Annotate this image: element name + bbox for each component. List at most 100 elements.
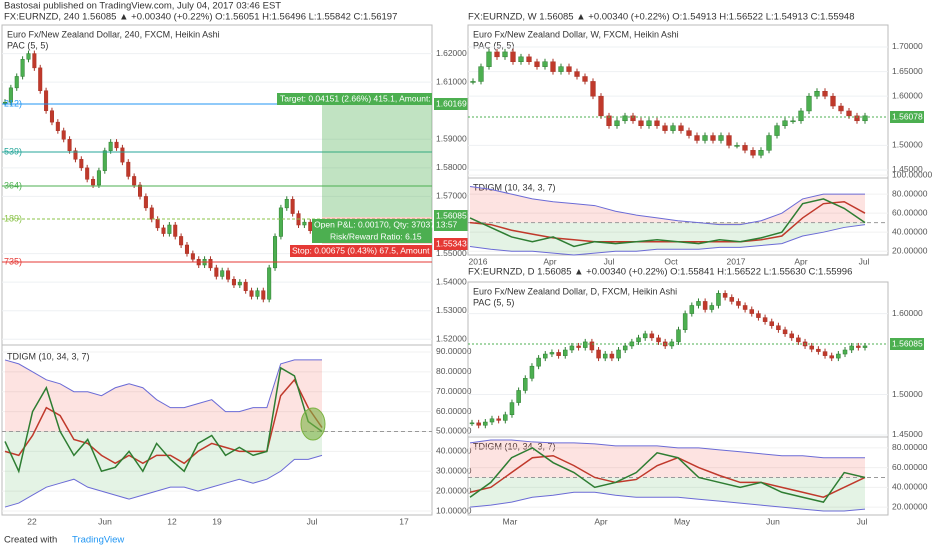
y-tick-label: 1.70000 (892, 41, 923, 51)
candle (662, 125, 668, 131)
candle (149, 207, 154, 220)
y-tick-label: 1.53000 (436, 305, 467, 315)
candle (838, 105, 844, 112)
x-tick-label: 17 (399, 516, 409, 526)
candle (536, 357, 541, 367)
target-tag (277, 93, 432, 105)
candle (702, 135, 708, 141)
candle (622, 345, 628, 351)
stop-text: Stop: 0.00675 (0.43%) 67.5, Amount (292, 245, 430, 255)
price-box-label: 13:57 (436, 219, 458, 229)
candle (476, 422, 481, 426)
x-tick-label: May (674, 516, 691, 526)
candle (496, 418, 501, 421)
candle (470, 81, 476, 83)
highlight-circle (300, 407, 326, 441)
legend-text: Euro Fx/New Zealand Dollar, W, FXCM, Hei… (473, 29, 679, 39)
upper-band-fill (470, 186, 865, 225)
candle (503, 414, 508, 421)
candle (829, 355, 834, 359)
candle (486, 51, 492, 67)
candle (726, 135, 732, 146)
candle (742, 305, 748, 310)
legend-text: PAC (5, 5) (473, 40, 514, 50)
candle (529, 365, 535, 379)
upper-band-fill (470, 439, 865, 478)
indicator-title: TDIGM (10, 34, 3, 7) (7, 351, 90, 361)
candle (769, 321, 774, 326)
candle (718, 135, 724, 141)
indicator-line (469, 446, 866, 504)
indicator-line (469, 491, 866, 512)
candle (526, 56, 532, 62)
x-tick-label: Oct (664, 256, 678, 266)
panel-frame (467, 24, 889, 256)
candle (822, 91, 828, 97)
candle (284, 199, 289, 209)
candle (20, 59, 25, 77)
fib-label: 212) (4, 98, 22, 108)
candle (710, 135, 716, 141)
price-box-label: 1.55343 (436, 238, 467, 248)
candle (854, 115, 860, 122)
candle (742, 145, 748, 151)
x-tick-label: 12 (167, 516, 177, 526)
fib-label: 364) (4, 180, 22, 190)
candle (766, 135, 772, 151)
legend-text: Euro Fx/New Zealand Dollar, D, FXCM, Hei… (473, 286, 677, 296)
y-tick-label: 20.00000 (892, 245, 928, 255)
candle (806, 95, 812, 112)
candle (686, 130, 692, 136)
indicator-title: TDIGM (10, 34, 3, 7) (473, 441, 556, 451)
candle (563, 349, 568, 356)
candle (729, 297, 735, 302)
indicator-line (4, 366, 323, 474)
indicator-line (469, 454, 866, 499)
candle (44, 90, 49, 111)
target-zone (322, 104, 432, 217)
candle (261, 290, 266, 300)
candle (842, 349, 848, 355)
indicator-line (469, 198, 866, 248)
indicator-line (4, 378, 323, 465)
candle (682, 313, 688, 331)
candle (596, 349, 601, 359)
candle (231, 279, 236, 286)
candle (830, 95, 836, 107)
candle (61, 130, 66, 140)
candle (762, 317, 768, 322)
y-tick-label: 80.00000 (892, 442, 928, 452)
candle (670, 125, 676, 131)
candle (638, 120, 644, 126)
ratio-text: Risk/Reward Ratio: 6.15 (330, 231, 422, 241)
y-tick-label: 1.60000 (892, 90, 923, 100)
footer-brand[interactable]: TradingView (72, 535, 124, 546)
footer-prefix: Created with (4, 535, 57, 546)
candle (516, 390, 521, 403)
indicator-line (4, 359, 322, 413)
x-tick-label: Jul (604, 256, 615, 266)
candle (776, 325, 781, 331)
y-tick-label: 1.50000 (892, 389, 923, 399)
candle (510, 51, 516, 62)
candle (249, 290, 254, 297)
candle (91, 179, 96, 186)
candle (589, 341, 595, 351)
y-tick-label: 1.52000 (436, 334, 467, 344)
candle (79, 159, 84, 169)
candle (722, 293, 728, 298)
x-tick-label: 2016 (469, 256, 488, 266)
candle (308, 221, 313, 231)
candle (120, 147, 125, 163)
candle (582, 76, 588, 82)
y-tick-label: 1.45000 (892, 164, 923, 174)
candle (822, 351, 828, 356)
candle (849, 345, 854, 351)
y-tick-label: 40.00000 (892, 482, 928, 492)
candle (126, 161, 131, 177)
y-tick-label: 70.00000 (436, 386, 472, 396)
y-tick-label: 1.57000 (436, 191, 467, 201)
candle (179, 236, 184, 246)
candle (208, 259, 213, 269)
candle (789, 333, 794, 339)
